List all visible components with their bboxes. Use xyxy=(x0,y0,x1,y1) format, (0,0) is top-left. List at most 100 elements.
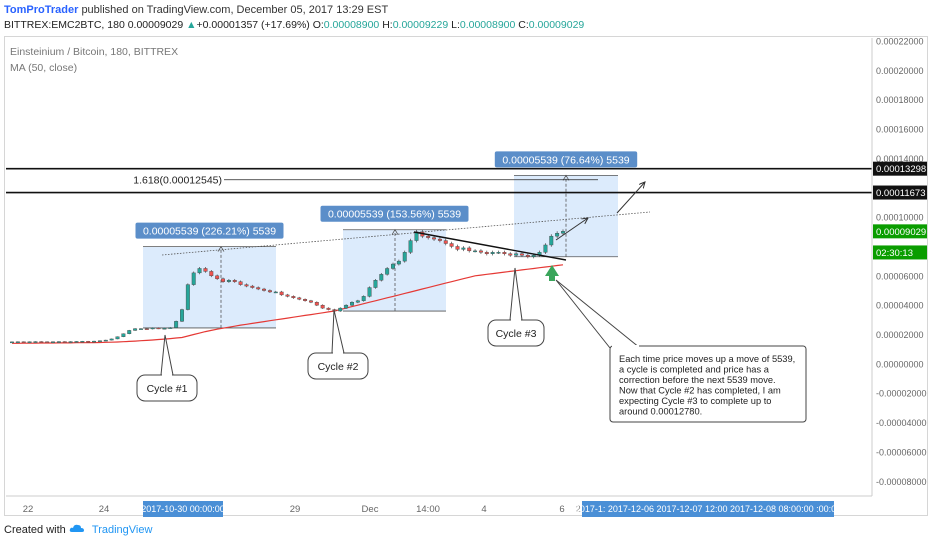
candle[interactable] xyxy=(209,271,214,277)
candle[interactable] xyxy=(496,252,501,254)
candle[interactable] xyxy=(408,240,413,253)
candle[interactable] xyxy=(543,244,548,253)
candle[interactable] xyxy=(21,341,26,343)
candle[interactable] xyxy=(285,294,290,297)
candle[interactable] xyxy=(344,304,349,309)
candle[interactable] xyxy=(396,260,401,265)
author-link[interactable]: TomProTrader xyxy=(4,4,79,16)
candle[interactable] xyxy=(109,338,114,341)
candle[interactable] xyxy=(92,340,97,343)
candle[interactable] xyxy=(391,263,395,269)
candle[interactable] xyxy=(232,280,237,282)
candle[interactable] xyxy=(320,304,325,309)
analysis-note[interactable] xyxy=(609,345,807,423)
candle[interactable] xyxy=(10,341,14,344)
candle[interactable] xyxy=(531,255,536,257)
candle[interactable] xyxy=(80,341,85,343)
candle[interactable] xyxy=(162,328,167,330)
candle[interactable] xyxy=(338,307,343,312)
candle[interactable] xyxy=(244,284,249,287)
candle[interactable] xyxy=(561,231,565,234)
measure-box[interactable] xyxy=(143,246,276,328)
candle[interactable] xyxy=(144,328,149,330)
candle[interactable] xyxy=(385,268,390,275)
candle[interactable] xyxy=(514,253,519,256)
ma-50-line[interactable] xyxy=(12,264,564,344)
candle[interactable] xyxy=(33,341,38,343)
candle[interactable] xyxy=(361,296,366,301)
candle[interactable] xyxy=(133,328,138,331)
candle[interactable] xyxy=(455,246,460,250)
candle[interactable] xyxy=(508,253,513,256)
candle[interactable] xyxy=(308,300,313,303)
candle[interactable] xyxy=(467,247,472,252)
candle[interactable] xyxy=(150,327,155,330)
candle[interactable] xyxy=(350,302,354,306)
candle[interactable] xyxy=(432,237,437,240)
candle[interactable] xyxy=(127,330,132,334)
candle[interactable] xyxy=(473,250,478,253)
candle[interactable] xyxy=(262,288,267,291)
candle[interactable] xyxy=(478,250,483,253)
candle[interactable] xyxy=(367,287,372,297)
candle[interactable] xyxy=(62,341,67,343)
candle[interactable] xyxy=(355,300,360,303)
resistance-line[interactable] xyxy=(413,231,567,261)
candle[interactable] xyxy=(326,307,331,310)
candle[interactable] xyxy=(525,255,530,257)
candle[interactable] xyxy=(555,233,560,237)
candle[interactable] xyxy=(68,341,73,343)
candle[interactable] xyxy=(203,268,208,272)
candle[interactable] xyxy=(156,327,161,330)
candle[interactable] xyxy=(51,341,55,343)
candle[interactable] xyxy=(45,341,50,343)
candle[interactable] xyxy=(180,309,184,322)
candle[interactable] xyxy=(168,327,173,329)
candle[interactable] xyxy=(549,235,554,246)
candle[interactable] xyxy=(373,280,378,288)
candle[interactable] xyxy=(273,291,278,294)
candle[interactable] xyxy=(27,341,32,343)
dotted-trendline[interactable] xyxy=(161,211,651,256)
candle[interactable] xyxy=(97,340,102,342)
candle[interactable] xyxy=(185,284,190,310)
candle[interactable] xyxy=(191,272,196,285)
candle[interactable] xyxy=(197,268,202,274)
candle[interactable] xyxy=(297,297,302,300)
candle[interactable] xyxy=(250,285,255,288)
candle[interactable] xyxy=(443,240,448,244)
candle[interactable] xyxy=(174,321,179,328)
candle[interactable] xyxy=(74,341,79,343)
tradingview-brand[interactable]: TradingView xyxy=(91,524,153,536)
candle[interactable] xyxy=(39,341,44,343)
candle[interactable] xyxy=(426,235,431,238)
candle[interactable] xyxy=(221,278,225,282)
candle[interactable] xyxy=(461,247,466,250)
candle[interactable] xyxy=(484,252,489,254)
candle[interactable] xyxy=(520,253,524,256)
candle[interactable] xyxy=(56,341,61,343)
candle[interactable] xyxy=(86,341,91,343)
measure-box[interactable] xyxy=(343,229,446,312)
candle[interactable] xyxy=(103,339,108,342)
candle[interactable] xyxy=(256,287,261,290)
candle[interactable] xyxy=(402,252,407,262)
candle[interactable] xyxy=(279,291,284,296)
candle[interactable] xyxy=(115,336,120,340)
candle[interactable] xyxy=(267,290,272,293)
candle[interactable] xyxy=(449,243,454,247)
candle[interactable] xyxy=(490,252,495,254)
candle[interactable] xyxy=(238,281,243,285)
candle[interactable] xyxy=(314,302,319,306)
candle[interactable] xyxy=(291,296,296,299)
candle[interactable] xyxy=(138,328,143,330)
candle[interactable] xyxy=(226,280,231,282)
candle[interactable] xyxy=(379,274,384,281)
candle[interactable] xyxy=(15,341,20,343)
candle[interactable] xyxy=(215,275,220,279)
candle[interactable] xyxy=(437,238,442,241)
candle[interactable] xyxy=(121,333,126,337)
candle[interactable] xyxy=(502,252,507,254)
candle[interactable] xyxy=(303,299,308,301)
